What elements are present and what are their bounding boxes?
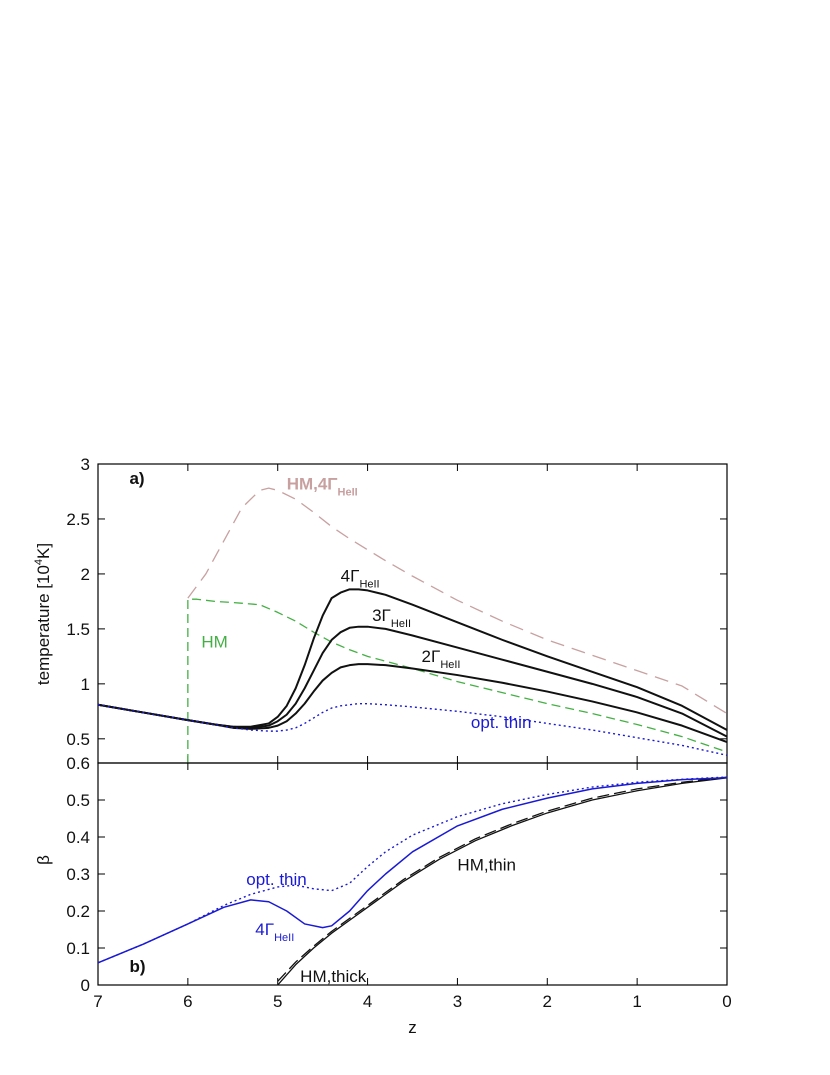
series-line-opt-thin: [98, 776, 727, 964]
y-tick-label: 1.5: [66, 620, 90, 639]
y-tick-label: 0.1: [66, 939, 90, 958]
series-line-3-heii: [98, 625, 727, 738]
series-line-hm-4-heii: [187, 487, 727, 715]
beta-panel: 7 6 5 4 3 2 1 0 0 0.1 0.2 0.3 0.4 0.5 b) opt. thin 4ΓHeI…: [66, 762, 732, 1011]
y-tick-label: 1: [81, 675, 90, 694]
x-tick-label: 6: [183, 992, 192, 1011]
y-tick-label: 0.3: [66, 865, 90, 884]
annotation-label: HM,thin: [457, 855, 516, 874]
y-tick-label: 0.2: [66, 902, 90, 921]
series-line-hm-thick: [277, 777, 727, 985]
y-tick-label: 2: [81, 565, 90, 584]
x-tick-label: 2: [543, 992, 552, 1011]
annotation-label: 2ΓHeII: [421, 647, 460, 671]
series-line-2-heii: [98, 663, 727, 744]
series-line-hm: [187, 598, 727, 763]
annotation-label: opt. thin: [246, 870, 307, 889]
annotation-label: 4ΓHeII: [255, 920, 294, 944]
x-tick-label: 0: [722, 992, 731, 1011]
y-tick-label: 0.5: [66, 730, 90, 749]
temperature-panel: 0.5 1 1.5 2 2.5 3 0.6 a) HM,4ΓHeII 4ΓHeII 3ΓHeII 2Γ…: [66, 455, 728, 773]
x-tick-label: 1: [632, 992, 641, 1011]
plot-frame: [97, 463, 728, 764]
y-axis-label: temperature [104K]: [33, 543, 53, 685]
annotation-label: a): [129, 469, 144, 488]
x-axis-label: z: [408, 1018, 417, 1037]
x-tick-label: 5: [273, 992, 282, 1011]
y-tick-label: 0.5: [66, 791, 90, 810]
y-tick-label: 3: [81, 455, 90, 474]
annotation-label: HM: [201, 633, 227, 652]
y-axis-label: β: [34, 855, 53, 865]
x-tick-label: 4: [363, 992, 372, 1011]
axis-labels: temperature [104K] β z: [33, 543, 417, 1037]
x-tick-label: 7: [93, 992, 102, 1011]
series-line-hm-thin: [277, 776, 727, 982]
annotation-label: b): [129, 957, 145, 976]
series-line-opt-thin: [98, 702, 727, 756]
annotation-label: HM,thick: [300, 967, 367, 986]
x-tick-label: 3: [453, 992, 462, 1011]
annotation-label: 3ΓHeII: [372, 606, 411, 630]
series-line-4-heii: [98, 777, 727, 964]
y-tick-label: 0: [81, 976, 90, 995]
annotation-label: 4ΓHeII: [341, 567, 380, 591]
annotation-label: opt. thin: [471, 713, 531, 732]
y-tick-label: 0.4: [66, 828, 90, 847]
series-line-4-heii: [98, 588, 727, 731]
annotation-label: HM,4ΓHeII: [287, 474, 358, 498]
y-tick-label: 0.6: [66, 754, 90, 773]
y-tick-label: 2.5: [66, 510, 90, 529]
